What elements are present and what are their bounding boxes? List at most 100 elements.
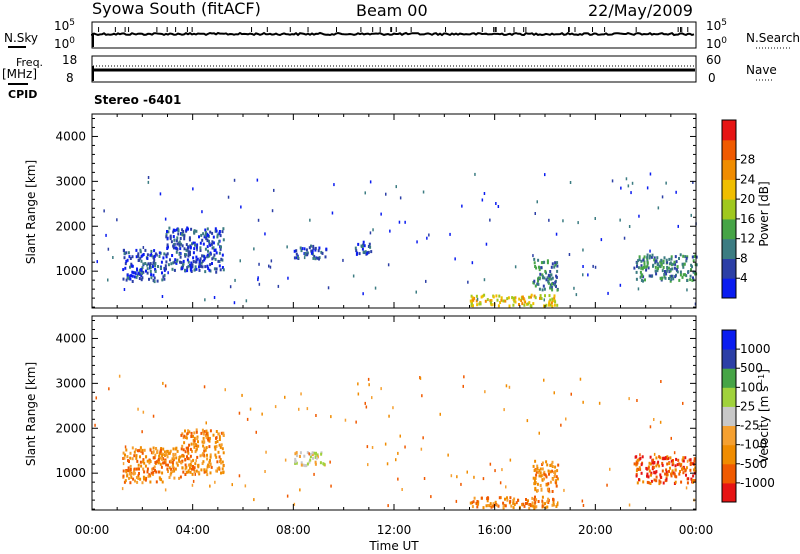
data-cell bbox=[552, 477, 555, 481]
data-cell bbox=[694, 466, 697, 470]
data-cell bbox=[131, 280, 134, 283]
data-cell bbox=[456, 475, 458, 479]
data-cell bbox=[647, 466, 650, 470]
data-cell bbox=[637, 259, 640, 263]
data-cell bbox=[387, 263, 390, 267]
data-cell bbox=[581, 499, 584, 503]
data-cell bbox=[520, 299, 523, 302]
nsky-top-tick: 105 bbox=[54, 18, 75, 33]
data-cell bbox=[164, 453, 166, 457]
data-cell bbox=[306, 407, 309, 411]
data-cell bbox=[138, 270, 141, 274]
data-cell bbox=[355, 420, 357, 424]
data-cell bbox=[273, 188, 275, 192]
data-cell bbox=[678, 257, 680, 260]
data-cell bbox=[295, 256, 298, 260]
data-cell bbox=[143, 461, 146, 465]
data-cell bbox=[357, 382, 359, 386]
data-cell bbox=[239, 259, 241, 263]
colorbar-segment bbox=[722, 444, 736, 465]
data-cell bbox=[643, 260, 646, 264]
data-cell bbox=[294, 459, 297, 463]
data-cell bbox=[139, 248, 142, 252]
data-cell bbox=[609, 467, 611, 471]
data-cell bbox=[498, 496, 501, 500]
data-cell bbox=[168, 451, 170, 455]
data-cell bbox=[425, 279, 427, 283]
data-cell bbox=[320, 250, 323, 254]
data-cell bbox=[116, 218, 118, 222]
data-cell bbox=[548, 277, 551, 281]
data-cell bbox=[665, 470, 668, 474]
data-cell bbox=[665, 269, 668, 273]
data-cell bbox=[136, 268, 139, 272]
data-cell bbox=[515, 501, 518, 505]
data-cell bbox=[356, 251, 359, 255]
data-cell bbox=[238, 411, 241, 415]
data-cell bbox=[473, 475, 475, 479]
data-cell bbox=[502, 501, 505, 505]
data-cell bbox=[631, 181, 634, 185]
data-cell bbox=[536, 464, 539, 468]
data-cell bbox=[152, 450, 155, 454]
data-cell bbox=[466, 470, 468, 474]
data-cell bbox=[309, 458, 312, 462]
data-cell bbox=[541, 288, 544, 292]
data-cell bbox=[312, 246, 315, 250]
data-cell bbox=[371, 446, 374, 449]
data-cell bbox=[142, 410, 145, 414]
data-cell bbox=[508, 385, 511, 389]
data-cell bbox=[685, 473, 687, 477]
data-cell bbox=[689, 468, 692, 472]
data-cell bbox=[127, 251, 130, 255]
data-cell bbox=[204, 434, 207, 438]
data-cell bbox=[479, 302, 482, 306]
data-cell bbox=[166, 252, 169, 256]
data-cell bbox=[483, 293, 486, 297]
data-cell bbox=[257, 276, 259, 280]
data-cell bbox=[550, 265, 553, 269]
data-cell bbox=[148, 473, 151, 477]
data-cell bbox=[163, 252, 166, 256]
data-cell bbox=[166, 455, 169, 459]
data-cell bbox=[175, 250, 178, 254]
data-cell bbox=[185, 228, 188, 232]
data-cell bbox=[187, 429, 190, 433]
data-cell bbox=[221, 266, 224, 269]
data-cell bbox=[420, 447, 423, 451]
data-cell bbox=[473, 296, 476, 300]
data-cell bbox=[543, 276, 546, 280]
data-cell bbox=[546, 463, 549, 467]
data-cell bbox=[305, 248, 308, 252]
data-cell bbox=[297, 255, 299, 259]
data-cell bbox=[649, 425, 652, 429]
colorbar-tick-label: 100 bbox=[740, 380, 763, 394]
data-cell bbox=[649, 254, 651, 258]
data-cell bbox=[657, 460, 660, 464]
data-cell bbox=[693, 468, 695, 472]
data-cell bbox=[531, 496, 534, 500]
data-cell bbox=[208, 445, 211, 449]
data-cell bbox=[582, 265, 584, 268]
data-cell bbox=[141, 481, 144, 485]
data-cell bbox=[293, 256, 296, 260]
data-cell bbox=[533, 261, 536, 265]
data-cell bbox=[682, 467, 685, 471]
data-cell bbox=[523, 504, 526, 508]
data-cell bbox=[669, 268, 672, 272]
data-cell bbox=[652, 264, 654, 268]
data-cell bbox=[364, 401, 366, 405]
data-cell bbox=[204, 256, 207, 260]
data-cell bbox=[670, 263, 673, 267]
data-cell bbox=[543, 304, 546, 308]
data-cell bbox=[209, 455, 212, 459]
data-cell bbox=[305, 464, 308, 468]
data-cell bbox=[471, 501, 474, 505]
data-cell bbox=[548, 300, 551, 304]
data-cell bbox=[675, 268, 678, 272]
data-cell bbox=[506, 297, 509, 301]
data-cell bbox=[299, 451, 302, 455]
data-cell bbox=[171, 465, 174, 469]
data-cell bbox=[284, 458, 287, 462]
data-cell bbox=[555, 479, 558, 483]
